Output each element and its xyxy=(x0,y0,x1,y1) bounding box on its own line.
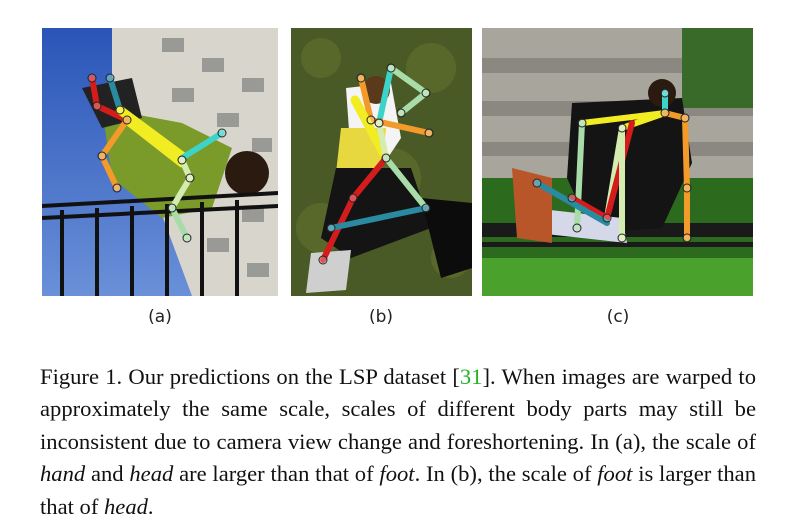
panel-label-a: (a) xyxy=(148,307,172,327)
caption-text: Figure 1. Our predictions on the LSP dat… xyxy=(40,363,460,389)
caption-text: are larger than that of xyxy=(173,461,380,487)
caption-text: . xyxy=(147,493,154,519)
caption-emphasis: foot xyxy=(597,461,633,487)
pose-image-b xyxy=(291,28,472,296)
caption-emphasis: hand xyxy=(40,461,86,487)
pose-image-c xyxy=(482,28,753,296)
caption-text: is larger than that of xyxy=(40,461,757,519)
caption-text: . In (b), the scale of xyxy=(414,461,598,487)
caption-emphasis: head xyxy=(104,493,148,519)
citation-link[interactable]: 31 xyxy=(459,363,483,389)
caption-emphasis: head xyxy=(129,461,174,487)
figure-panel-a xyxy=(42,28,278,296)
figure-panel-b xyxy=(291,28,472,296)
figure-caption: Figure 1. Our predictions on the LSP dat… xyxy=(40,361,756,523)
caption-emphasis: foot xyxy=(379,461,415,487)
figure-panel-c xyxy=(482,28,753,296)
pose-image-a xyxy=(42,28,278,296)
panel-label-b: (b) xyxy=(368,307,394,327)
caption-text: and xyxy=(85,461,130,487)
panel-label-c: (c) xyxy=(606,307,630,327)
caption-text: ]. When images are warped to approximate… xyxy=(40,363,756,454)
